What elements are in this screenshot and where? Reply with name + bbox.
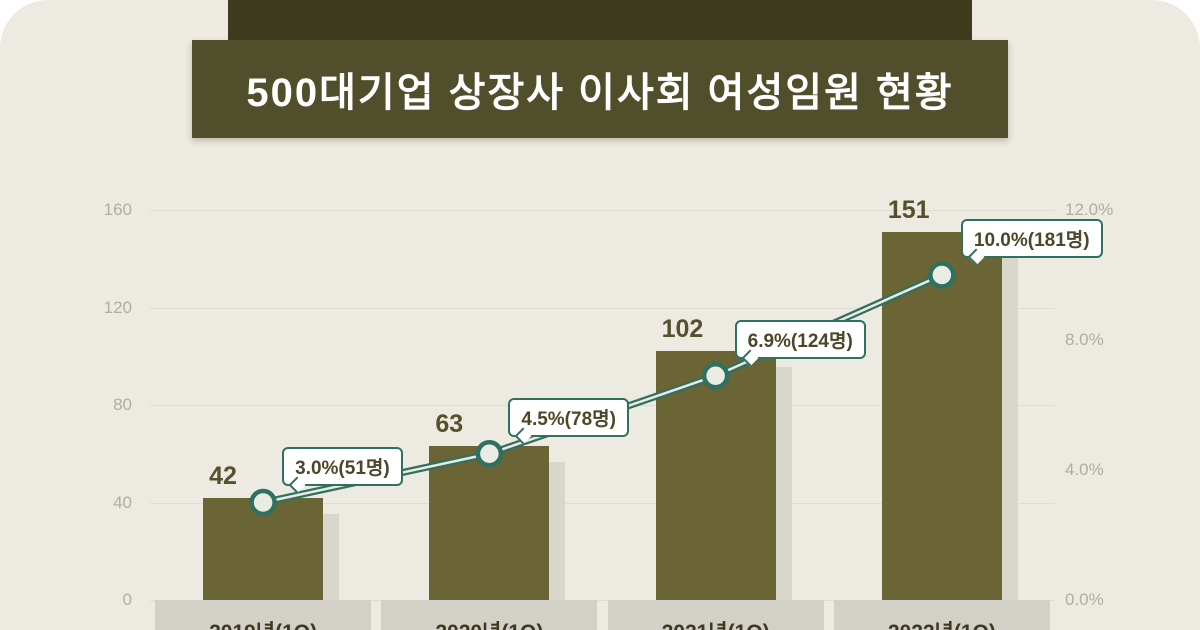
- bar-value-label: 42: [209, 461, 237, 490]
- line-value-callout: 10.0%(181명): [960, 219, 1103, 258]
- left-axis-tick: 120: [103, 297, 132, 317]
- right-axis-tick: 0.0%: [1065, 590, 1104, 609]
- line-value-callout: 3.0%(51명): [282, 446, 403, 486]
- right-axis-tick: 4.0%: [1065, 460, 1104, 479]
- category-label-text: 2021년(1Q): [662, 616, 770, 630]
- category-label: 2020년(1Q): [381, 600, 598, 630]
- bar-value-label: 63: [435, 410, 464, 439]
- bar: [429, 446, 550, 600]
- category-label: 2021년(1Q): [607, 600, 824, 630]
- right-axis-tick: 12.0%: [1065, 200, 1114, 219]
- bar: [655, 351, 776, 600]
- category-label-text: 2019년(1Q): [209, 616, 317, 630]
- left-axis-tick: 80: [113, 395, 132, 414]
- title-banner: 500대기업 상장사 이사회 여성임원 현황: [192, 40, 1008, 138]
- category-label-text: 2020년(1Q): [435, 616, 543, 630]
- bar-value-label: 102: [661, 315, 704, 344]
- line-value-callout: 6.9%(124명): [734, 319, 866, 359]
- bar-value-label: 151: [887, 195, 930, 224]
- category-label: 2019년(1Q): [155, 600, 372, 630]
- category-label-text: 2022년(1Q): [888, 616, 996, 630]
- left-axis-tick: 160: [103, 200, 132, 219]
- gridline: [150, 600, 1055, 601]
- left-axis-tick: 40: [113, 492, 132, 512]
- right-axis-tick: 8.0%: [1065, 330, 1104, 349]
- category-label: 2022년(1Q): [833, 600, 1050, 630]
- bar: [881, 231, 1002, 600]
- bar: [203, 497, 324, 600]
- line-value-callout: 4.5%(78명): [508, 397, 629, 437]
- gridline: [150, 210, 1055, 211]
- left-axis-tick: 0: [122, 590, 132, 609]
- page-title: 500대기업 상장사 이사회 여성임원 현황: [246, 71, 954, 115]
- ribbon-back: [228, 0, 972, 46]
